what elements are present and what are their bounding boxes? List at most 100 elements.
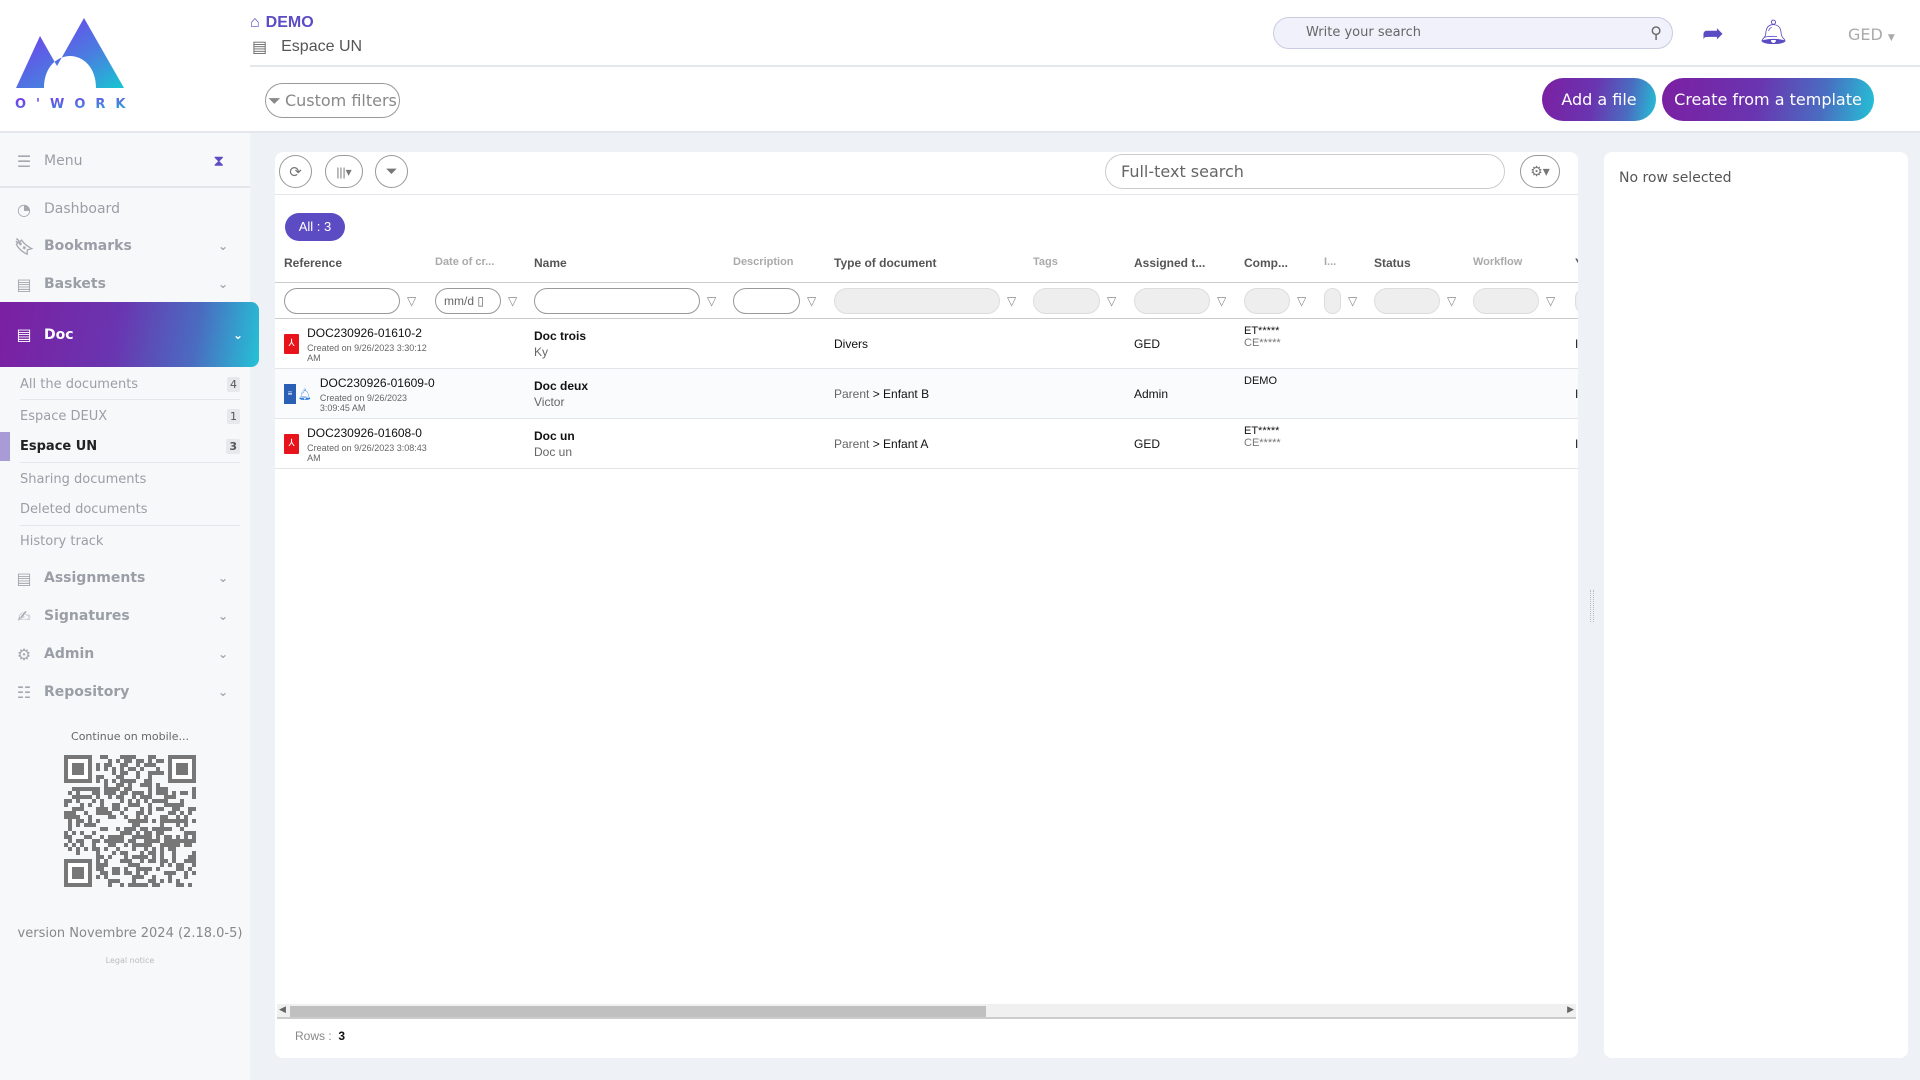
filter-icon[interactable]: ▽ bbox=[1107, 294, 1117, 308]
panel-resize-handle[interactable] bbox=[1590, 590, 1594, 622]
column-header-type[interactable]: Type of document bbox=[834, 256, 937, 270]
sidebar-item-label: Doc bbox=[44, 326, 74, 343]
refresh-button[interactable]: ⟳ bbox=[279, 155, 312, 188]
filter-row: ▽ mm/d ▯ ▽ ▽ ▽ ▽ ▽ ▽ ▽ ▽ ▽ ▽ bbox=[284, 286, 1578, 316]
doc-type: Divers bbox=[834, 337, 869, 351]
logo[interactable]: O'WORK bbox=[0, 0, 250, 132]
rows-count: Rows : 3 bbox=[295, 1029, 345, 1043]
i-filter-input[interactable] bbox=[1324, 288, 1341, 314]
status-filter-input[interactable] bbox=[1374, 288, 1440, 314]
filter-icon[interactable]: ▽ bbox=[1007, 294, 1017, 308]
column-header-i[interactable]: I... bbox=[1324, 256, 1337, 268]
description-filter-input[interactable] bbox=[733, 288, 800, 314]
sidebar-item-signatures[interactable]: ✍ Signatures ⌄ bbox=[0, 603, 250, 629]
add-file-button[interactable]: Add a file bbox=[1542, 78, 1656, 121]
scroll-right-icon[interactable]: ▶ bbox=[1567, 1004, 1574, 1014]
scroll-left-icon[interactable]: ◀ bbox=[279, 1004, 286, 1014]
filter-icon[interactable]: ▽ bbox=[807, 294, 817, 308]
search-icon[interactable]: ⚲ bbox=[1650, 23, 1662, 42]
bell-icon[interactable]: 🔔︎ bbox=[1758, 19, 1789, 46]
tags-filter-input[interactable] bbox=[1033, 288, 1100, 314]
columns-icon: |||▾ bbox=[336, 164, 352, 179]
date-filter-input[interactable]: mm/d ▯ bbox=[435, 288, 501, 314]
company: ET***** bbox=[1244, 425, 1280, 437]
bell-icon: 🔔︎ bbox=[297, 388, 312, 401]
column-header-assigned[interactable]: Assigned t... bbox=[1134, 256, 1206, 270]
sidebar-sub-sharing[interactable]: Sharing documents bbox=[20, 469, 240, 489]
scrollbar-thumb[interactable] bbox=[290, 1006, 986, 1017]
horizontal-scrollbar[interactable]: ◀ ▶ bbox=[277, 1004, 1576, 1019]
assigned-filter-input[interactable] bbox=[1134, 288, 1210, 314]
user-menu[interactable]: GED ▼ bbox=[1848, 25, 1895, 44]
bookmark-icon: 🔖︎ bbox=[14, 236, 35, 256]
filter-icon[interactable]: ▽ bbox=[1348, 294, 1358, 308]
button-label: Custom filters bbox=[284, 91, 397, 110]
all-count-badge[interactable]: All : 3 bbox=[285, 213, 345, 241]
name-filter-input[interactable] bbox=[534, 288, 700, 314]
sidebar-item-label: Repository bbox=[44, 684, 130, 700]
sidebar-item-baskets[interactable]: ▤ Baskets ⌄ bbox=[0, 271, 250, 297]
y-filter-input[interactable] bbox=[1575, 288, 1578, 314]
company: DEMO bbox=[1244, 375, 1277, 387]
column-header-tags[interactable]: Tags bbox=[1033, 256, 1058, 268]
type-parent: Parent bbox=[834, 387, 870, 401]
column-header-date[interactable]: Date of cr... bbox=[435, 256, 495, 268]
legal-notice-link[interactable]: Legal notice bbox=[105, 956, 155, 965]
reference-filter-input[interactable] bbox=[284, 288, 400, 314]
sidebar-item-doc[interactable]: ▤ Doc ⌄ bbox=[0, 302, 259, 367]
sub-label: Sharing documents bbox=[20, 471, 147, 487]
sidebar-item-dashboard[interactable]: ◔ Dashboard bbox=[0, 196, 250, 222]
column-header-description[interactable]: Description bbox=[733, 256, 794, 268]
chevron-down-icon: ⌄ bbox=[217, 277, 228, 291]
sidebar-sub-espace-deux[interactable]: Espace DEUX 1 bbox=[20, 406, 240, 426]
create-from-template-button[interactable]: Create from a template bbox=[1662, 78, 1874, 121]
doc-subtitle: Doc un bbox=[534, 445, 573, 459]
sidebar-item-admin[interactable]: ⚙ Admin ⌄ bbox=[0, 641, 250, 667]
share-icon[interactable]: ➦ bbox=[1702, 18, 1724, 48]
filter-icon[interactable]: ▽ bbox=[1217, 294, 1227, 308]
custom-filters-button[interactable]: ⏷ Custom filters bbox=[265, 83, 400, 118]
sidebar-sub-all-documents[interactable]: All the documents 4 bbox=[20, 374, 240, 394]
sidebar-item-repository[interactable]: ☷ Repository ⌄ bbox=[0, 679, 250, 705]
filter-icon[interactable]: ▽ bbox=[1546, 294, 1556, 308]
column-header-name[interactable]: Name bbox=[534, 256, 567, 270]
divider bbox=[275, 318, 1578, 319]
breadcrumb-org[interactable]: ⌂ DEMO bbox=[250, 14, 314, 32]
breadcrumb-space: ▤ Espace UN bbox=[252, 37, 362, 57]
workflow-filter-input[interactable] bbox=[1473, 288, 1539, 314]
company-filter-input[interactable] bbox=[1244, 288, 1290, 314]
sidebar-sub-history[interactable]: History track bbox=[20, 531, 240, 551]
sidebar-item-assignments[interactable]: ▤ Assignments ⌄ bbox=[0, 565, 250, 591]
settings-button[interactable]: ⚙▾ bbox=[1520, 155, 1560, 188]
columns-button[interactable]: |||▾ bbox=[325, 155, 363, 188]
no-selection-text: No row selected bbox=[1619, 170, 1732, 186]
filter-icon[interactable]: ▽ bbox=[508, 294, 518, 308]
column-header-reference[interactable]: Reference bbox=[284, 256, 343, 270]
table-row[interactable]: ⅄ DOC230926-01610-2 Created on 9/26/2023 3… bbox=[275, 319, 1578, 369]
filter-icon[interactable]: ▽ bbox=[707, 294, 717, 308]
filter-icon[interactable]: ▽ bbox=[407, 294, 417, 308]
global-search-input[interactable]: Write your search ⚲ bbox=[1273, 17, 1673, 49]
user-label: GED bbox=[1848, 25, 1883, 44]
column-header-company[interactable]: Comp... bbox=[1244, 256, 1288, 270]
type-filter-input[interactable] bbox=[834, 288, 1000, 314]
sidebar-sub-deleted[interactable]: Deleted documents bbox=[20, 499, 240, 519]
sidebar-item-bookmarks[interactable]: 🔖︎ Bookmarks ⌄ bbox=[0, 233, 250, 259]
menu-toggle[interactable]: ☰ Menu ⧗ bbox=[0, 146, 250, 176]
count-badge: 3 bbox=[226, 438, 240, 454]
filter-toggle-button[interactable]: ⏷ bbox=[375, 155, 408, 188]
table-row[interactable]: ⅄ DOC230926-01608-0 Created on 9/26/2023 3… bbox=[275, 419, 1578, 469]
column-header-y[interactable]: Y bbox=[1575, 256, 1578, 270]
company-secondary: CE***** bbox=[1244, 337, 1281, 349]
book-icon: ▤ bbox=[16, 274, 32, 294]
sub-label: Deleted documents bbox=[20, 501, 148, 517]
filter-icon[interactable]: ▽ bbox=[1297, 294, 1307, 308]
filter-icon[interactable]: ▽ bbox=[1447, 294, 1457, 308]
fulltext-search-input[interactable]: Full-text search bbox=[1105, 154, 1505, 189]
column-header-workflow[interactable]: Workflow bbox=[1473, 256, 1523, 268]
pin-icon[interactable]: ⧗ bbox=[213, 152, 224, 170]
column-header-status[interactable]: Status bbox=[1374, 256, 1411, 270]
sidebar-sub-espace-un[interactable]: Espace UN 3 bbox=[20, 436, 240, 456]
table-row[interactable]: ≡ 🔔︎ DOC230926-01609-0 Created on 9/26/2023… bbox=[275, 369, 1578, 419]
chevron-down-icon: ⌄ bbox=[217, 685, 228, 699]
